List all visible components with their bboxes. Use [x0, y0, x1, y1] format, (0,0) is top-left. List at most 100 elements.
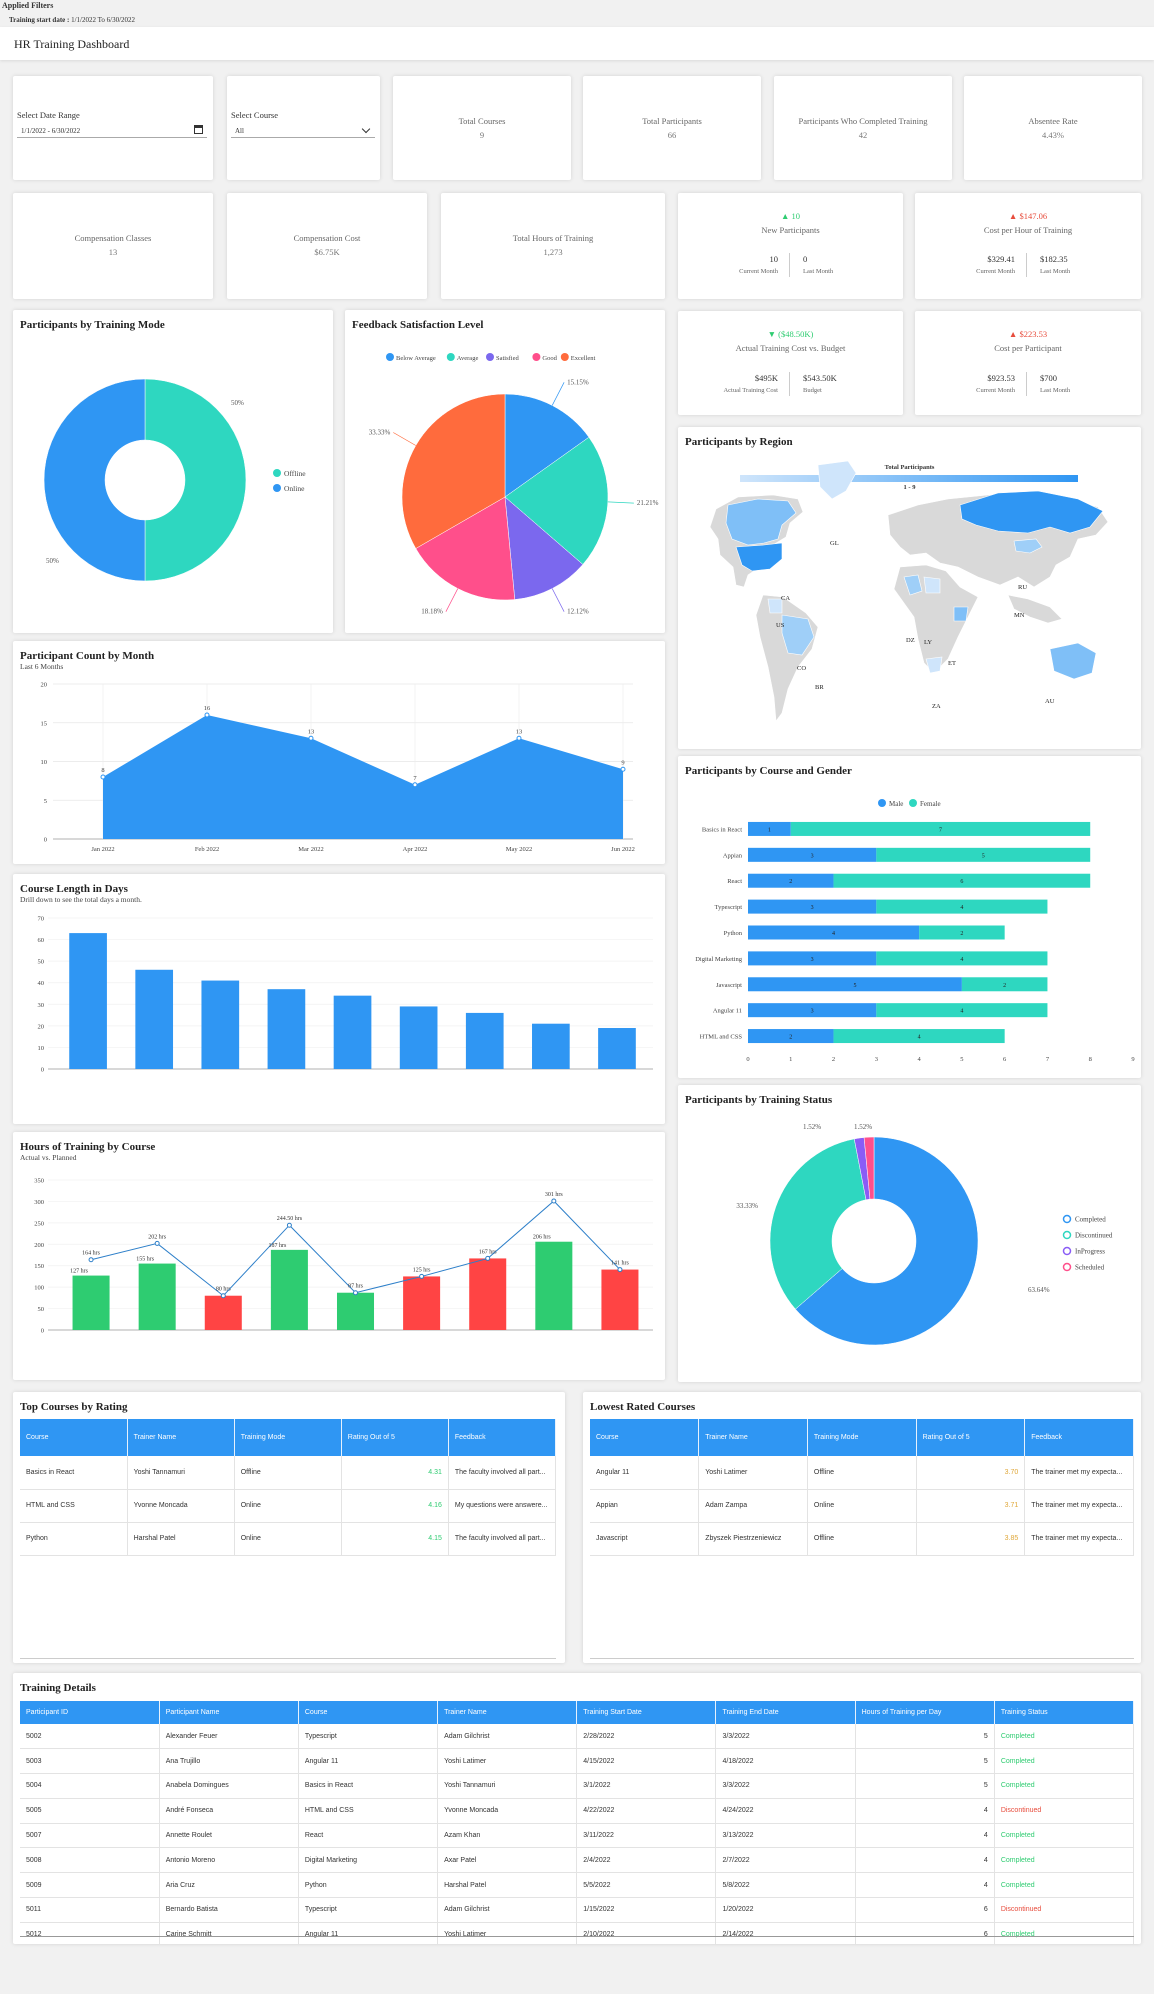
column-header[interactable]: Participant ID	[20, 1701, 160, 1724]
column-header[interactable]: Training Mode	[807, 1419, 917, 1456]
bar-actual[interactable]	[204, 1295, 242, 1330]
bar-female[interactable]	[833, 873, 1091, 888]
date-range-input[interactable]: 1/1/2022 - 6/30/2022	[17, 124, 207, 138]
bar-female[interactable]	[919, 925, 1005, 940]
pie-slice-below-average[interactable]	[504, 393, 590, 498]
column-header[interactable]: Training End Date	[715, 1701, 856, 1724]
planned-point[interactable]	[617, 1267, 623, 1273]
bar-male[interactable]	[748, 873, 834, 888]
legend-label[interactable]: Good	[542, 355, 557, 362]
column-header[interactable]: Rating Out of 5	[916, 1419, 1026, 1456]
table-row[interactable]: 5012 Carine Schmitt Angular 11 Yoshi Latime…	[20, 1922, 1135, 1944]
bar[interactable]	[532, 1023, 570, 1069]
bar-male[interactable]	[748, 847, 877, 862]
bar[interactable]	[201, 980, 240, 1069]
column-header[interactable]: Trainer Name	[437, 1701, 578, 1724]
region-algeria[interactable]	[903, 574, 923, 596]
table-row[interactable]: 5005 André Fonseca HTML and CSS Yvonne Monc…	[20, 1798, 1135, 1824]
bar-female[interactable]	[876, 951, 1048, 966]
bar-female[interactable]	[876, 1003, 1048, 1018]
region-south-africa[interactable]	[925, 656, 943, 674]
region-greenland[interactable]	[817, 460, 857, 500]
pie-slice-average[interactable]	[504, 436, 609, 565]
bar-actual[interactable]	[270, 1249, 308, 1330]
table-row[interactable]: 5002 Alexander Feuer Typescript Adam Gilchr…	[20, 1724, 1135, 1750]
land-se-asia[interactable]	[1007, 594, 1063, 624]
bar-actual[interactable]	[601, 1269, 639, 1330]
region-canada[interactable]	[725, 498, 797, 546]
table-row[interactable]: Appian Adam Zampa Online 3.71 The trainer me…	[590, 1489, 1134, 1523]
pie-slice-discontinued[interactable]	[769, 1138, 867, 1310]
legend-label[interactable]: InProgress	[1075, 1248, 1105, 1256]
planned-point[interactable]	[353, 1290, 358, 1296]
column-header[interactable]: Hours of Training per Day	[855, 1701, 995, 1724]
planned-point[interactable]	[551, 1198, 557, 1204]
column-header[interactable]: Training Status	[994, 1701, 1135, 1724]
land-south-america[interactable]	[755, 594, 819, 722]
bar-actual[interactable]	[403, 1276, 441, 1330]
column-header[interactable]: Trainer Name	[127, 1419, 235, 1456]
data-point[interactable]	[516, 735, 522, 741]
table-row[interactable]: 5004 Anabela Domingues Basics in React Yosh…	[20, 1773, 1135, 1799]
bar[interactable]	[598, 1028, 636, 1069]
bar[interactable]	[333, 995, 372, 1069]
column-header[interactable]: Training Mode	[234, 1419, 342, 1456]
legend-swatch[interactable]	[486, 353, 494, 361]
legend-swatch-male[interactable]	[878, 799, 886, 807]
column-header[interactable]: Feedback	[448, 1419, 557, 1456]
legend-label-female[interactable]: Female	[920, 800, 941, 808]
legend-swatch-offline[interactable]	[273, 469, 281, 477]
course-select[interactable]: All	[231, 124, 375, 138]
bar-male[interactable]	[748, 821, 791, 836]
bar-actual[interactable]	[469, 1258, 507, 1330]
table-row[interactable]: Python Harshal Patel Online 4.15 The faculty…	[20, 1522, 557, 1556]
bar-actual[interactable]	[535, 1241, 573, 1330]
legend-label[interactable]: Below Average	[396, 355, 436, 362]
data-point[interactable]	[204, 712, 210, 718]
legend-label[interactable]: Scheduled	[1075, 1264, 1105, 1272]
legend-swatch-female[interactable]	[909, 799, 917, 807]
bar-female[interactable]	[833, 1029, 1005, 1044]
region-libya[interactable]	[923, 576, 941, 594]
data-point[interactable]	[620, 766, 626, 772]
column-header[interactable]: Course	[590, 1419, 700, 1456]
column-header[interactable]: Participant Name	[159, 1701, 299, 1724]
region-usa[interactable]	[735, 542, 783, 572]
legend-swatch[interactable]	[446, 353, 455, 361]
bar[interactable]	[465, 1012, 504, 1069]
data-point[interactable]	[308, 735, 314, 741]
pie-slice-completed[interactable]	[795, 1136, 979, 1346]
column-header[interactable]: Rating Out of 5	[341, 1419, 449, 1456]
table-row[interactable]: HTML and CSS Yvonne Moncada Online 4.16 My q…	[20, 1489, 557, 1523]
pie-slice-online[interactable]	[43, 378, 146, 582]
region-australia[interactable]	[1049, 642, 1097, 680]
planned-point[interactable]	[154, 1240, 160, 1246]
bar-female[interactable]	[790, 821, 1091, 836]
bar-male[interactable]	[748, 925, 920, 940]
table-row[interactable]: 5009 Aria Cruz Python Harshal Patel 5/5/2022…	[20, 1872, 1135, 1899]
legend-label[interactable]: Satisfied	[496, 355, 519, 362]
table-row[interactable]: Angular 11 Yoshi Latimer Offline 3.70 The tr…	[590, 1456, 1134, 1490]
legend-swatch[interactable]	[1062, 1246, 1072, 1256]
data-point[interactable]	[412, 782, 418, 788]
planned-point[interactable]	[220, 1293, 226, 1299]
bar[interactable]	[135, 969, 174, 1069]
column-header[interactable]: Feedback	[1024, 1419, 1134, 1456]
bar-male[interactable]	[748, 1029, 834, 1044]
bar-female[interactable]	[876, 847, 1091, 862]
region-russia[interactable]	[959, 490, 1104, 534]
bar-male[interactable]	[748, 899, 877, 914]
region-ethiopia[interactable]	[953, 606, 969, 622]
region-colombia[interactable]	[767, 598, 783, 614]
pie-slice-excellent[interactable]	[401, 393, 506, 549]
table-row[interactable]: Basics in React Yoshi Tannamuri Offline 4.3…	[20, 1456, 557, 1490]
table-row[interactable]: 5003 Ana Trujillo Angular 11 Yoshi Latimer 4…	[20, 1748, 1135, 1775]
legend-swatch-online[interactable]	[273, 484, 281, 492]
bar[interactable]	[399, 1006, 438, 1069]
pie-slice-offline[interactable]	[144, 378, 247, 582]
bar-female[interactable]	[961, 977, 1048, 992]
legend-label[interactable]: Average	[457, 355, 479, 362]
legend-swatch[interactable]	[1062, 1262, 1072, 1272]
bar-actual[interactable]	[336, 1292, 375, 1330]
bar-male[interactable]	[748, 977, 962, 992]
